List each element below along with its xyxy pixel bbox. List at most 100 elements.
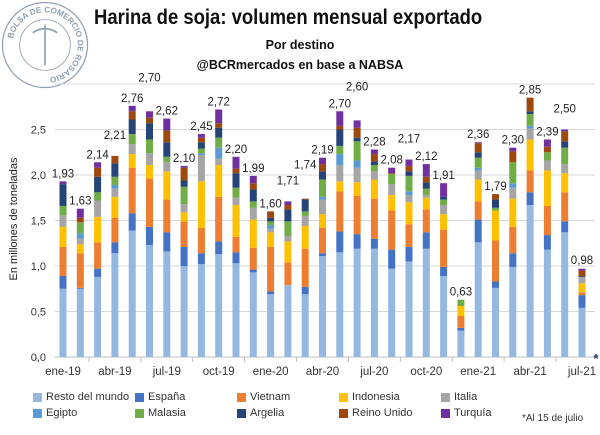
total-label: 1,71 <box>277 175 299 187</box>
bar-segment-vietnam-jun-20 <box>353 195 361 235</box>
bar-segment-argelia-oct-19 <box>215 127 223 138</box>
bar-segment-malasia-jul-20 <box>370 164 378 172</box>
bar-segment-vietnam-oct-19 <box>215 196 223 242</box>
bar-segment-indonesia-abr-21 <box>526 139 534 171</box>
total-label: 2,14 <box>86 149 109 161</box>
bar-segment-españa-jul-20 <box>370 238 378 249</box>
chart-title: Harina de soja: volumen mensual exportad… <box>94 6 483 29</box>
legend-swatch <box>33 392 42 402</box>
bar-segment-malasia-feb-20 <box>284 221 292 236</box>
bar-segment-italia-abr-20 <box>319 199 326 215</box>
bar-segment-turquía-may-20 <box>336 111 344 126</box>
y-tick-label: 2,5 <box>31 125 46 137</box>
legend-swatch <box>339 392 348 402</box>
bar-segment-egipto-sep-20 <box>405 191 413 196</box>
bar-segment-vietnam-oct-20 <box>422 209 430 233</box>
bar-segment-resto-del-mundo-ene-21 <box>474 242 482 357</box>
bar-segment-indonesia-jul-21 <box>578 283 586 293</box>
bar-segment-indonesia-may-21 <box>543 170 551 206</box>
bar-segment-vietnam-ene-20 <box>267 246 275 292</box>
total-label: 0,63 <box>450 287 472 299</box>
bar-segment-vietnam-may-19 <box>128 167 136 214</box>
bar-segment-resto-del-mundo-jul-21 <box>578 307 586 357</box>
bar-segment-egipto-ene-20 <box>267 225 275 229</box>
bcr-logo-seal: BOLSA DE COMERCIO DE ROSARIO <box>1 1 89 89</box>
bar-segment-españa-ene-19 <box>59 276 67 289</box>
x-tick-label: oct-20 <box>410 366 442 378</box>
bar-segment-españa-sep-20 <box>405 246 413 262</box>
y-tick-label: 0,0 <box>31 352 46 364</box>
total-label: 1,79 <box>484 181 506 193</box>
bar-segment-indonesia-nov-20 <box>440 214 448 230</box>
bar-segment-indonesia-dic-20 <box>457 306 465 317</box>
bar-segment-reino-unido-nov-19 <box>232 168 240 174</box>
y-tick-label: 1,0 <box>31 261 46 273</box>
total-label: 1,93 <box>52 168 74 180</box>
chart-source: @BCRmercados en base a NABSA <box>196 58 404 72</box>
total-label: 2,21 <box>104 130 126 142</box>
bar-segment-españa-feb-19 <box>76 287 84 289</box>
bar-segment-vietnam-may-20 <box>336 191 344 232</box>
bar-segment-turquía-jun-19 <box>146 111 153 118</box>
bar-segment-indonesia-jun-19 <box>146 164 153 179</box>
legend-label: Indonesia <box>352 391 400 403</box>
bar-segment-turquía-sep-19 <box>197 134 205 138</box>
bar-segment-argelia-ene-19 <box>59 184 67 206</box>
total-label: 2,36 <box>467 129 489 141</box>
bar-segment-españa-mar-19 <box>94 268 102 277</box>
bar-segment-indonesia-oct-19 <box>215 164 223 197</box>
bar-segment-reino-unido-oct-20 <box>422 176 430 183</box>
bar-segment-españa-oct-19 <box>215 241 223 255</box>
x-tick-label: ene-21 <box>460 366 496 378</box>
total-label: 0,98 <box>571 255 593 267</box>
bar-segment-indonesia-mar-21 <box>509 198 517 227</box>
legend-label: Italia <box>454 391 478 403</box>
bar-segment-indonesia-abr-19 <box>111 196 119 218</box>
bar-segment-argelia-sep-19 <box>197 142 205 149</box>
bar-segment-turquía-may-19 <box>128 105 136 112</box>
bar-segment-indonesia-may-20 <box>336 181 344 192</box>
x-tick-label: oct-19 <box>203 366 235 378</box>
bar-segment-indonesia-mar-19 <box>94 216 102 243</box>
bar-segment-vietnam-mar-19 <box>94 242 102 269</box>
bar-segment-italia-dic-19 <box>249 207 257 220</box>
plot-area: 0,0 0,5 1,0 1,5 2,0 2,5 1,93 ene-19 1,63 2,14 2,21… <box>31 72 600 378</box>
bar-segment-reino-unido-sep-19 <box>197 137 205 143</box>
y-tick-label: 2,0 <box>31 170 46 182</box>
total-label: 2,72 <box>208 96 230 108</box>
bar-segment-vietnam-jun-19 <box>146 178 153 227</box>
x-tick-label: ene-20 <box>253 366 289 378</box>
legend-label: Malasia <box>148 407 186 419</box>
total-label: 2,19 <box>311 145 333 157</box>
bar-segment-indonesia-jun-20 <box>353 182 361 196</box>
bar-segment-españa-abr-21 <box>526 192 534 206</box>
legend-item: Italia <box>441 391 543 403</box>
bar-segment-indonesia-oct-20 <box>422 197 430 210</box>
bar-segment-indonesia-sep-19 <box>197 181 205 228</box>
bar-segment-turquía-abr-20 <box>319 157 326 165</box>
legend-label: Egipto <box>46 407 78 419</box>
bar-segment-malasia-nov-20 <box>440 199 448 206</box>
bar-segment-argelia-jun-21 <box>561 141 569 148</box>
x-tick-label: jul-20 <box>359 366 388 378</box>
bar-segment-vietnam-jul-19 <box>163 199 171 233</box>
bar-segment-vietnam-jul-21 <box>578 292 586 296</box>
legend-item: Turquía <box>441 407 543 419</box>
bar-segment-vietnam-sep-19 <box>197 227 205 254</box>
bar-segment-argelia-abr-19 <box>111 163 119 177</box>
bar-segment-indonesia-dic-19 <box>249 219 257 248</box>
bar-segment-resto-del-mundo-sep-19 <box>197 264 205 357</box>
total-label: 2,39 <box>536 127 558 139</box>
bar-segment-italia-jun-20 <box>353 167 361 183</box>
bar-segment-indonesia-jul-19 <box>163 171 171 200</box>
bar-segment-italia-abr-19 <box>111 188 119 197</box>
bar-segment-turquía-oct-19 <box>215 109 223 124</box>
total-label: 2,70 <box>329 98 351 110</box>
bar-segment-españa-jun-21 <box>561 221 569 233</box>
legend-label: España <box>148 391 186 403</box>
bar-segment-resto-del-mundo-mar-19 <box>94 276 102 357</box>
bar-segment-argelia-oct-20 <box>422 182 430 189</box>
bar-segment-malasia-may-20 <box>336 145 344 155</box>
bar-segment-argelia-abr-21 <box>526 111 534 115</box>
x-tick-label: ene-19 <box>45 366 81 378</box>
